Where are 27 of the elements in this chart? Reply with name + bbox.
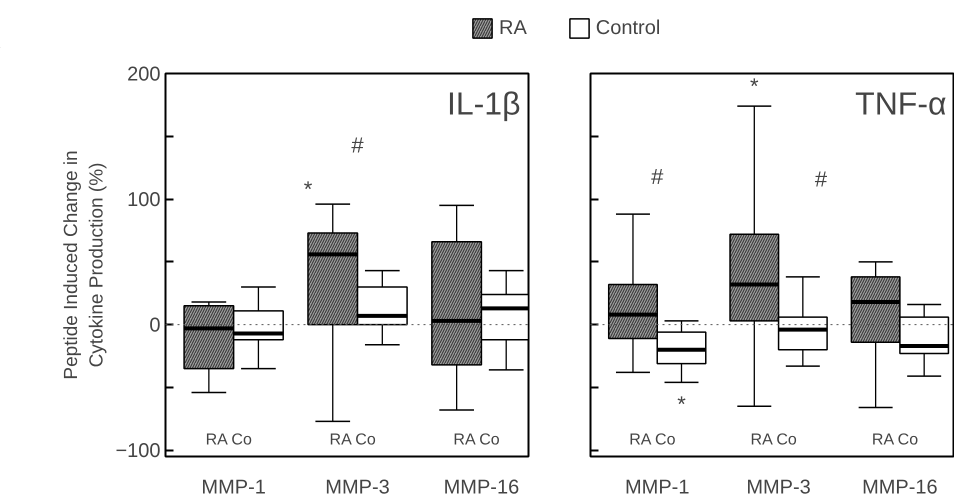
x-tick-label: MMP-3 [325,476,390,498]
annotation: # [814,166,828,192]
annotation: # [351,132,364,158]
chart-title: IL-1β [446,86,520,122]
annotation: * [750,74,760,99]
y-tick-label: 0 [149,314,160,337]
x-tick-label: MMP-1 [201,476,266,498]
x-tick-label: MMP-1 [625,476,690,498]
y-tick-label: 100 [127,189,161,212]
annotation: RA Co [750,432,797,449]
x-tick-label: MMP-16 [862,476,938,498]
legend-label: Control [596,16,660,40]
annotation: * [304,176,313,202]
y-tick-label: −100 [115,440,161,462]
x-tick-label: MMP-3 [746,476,811,498]
legend-label: RA [499,16,527,40]
annotation: RA Co [206,432,252,449]
annotation: # [651,164,664,189]
x-tick-label: MMP-16 [444,476,520,498]
annotation: * [677,391,686,416]
annotation: RA Co [453,432,500,449]
annotation: RA Co [330,432,376,449]
y-tick-label: 200 [127,64,161,86]
annotation: RA Co [872,432,918,449]
y-axis-title: Peptide Induced Change in Cytokine Production (%) [61,150,108,380]
annotation: RA Co [629,432,676,449]
chart-title: TNF-α [855,86,946,122]
